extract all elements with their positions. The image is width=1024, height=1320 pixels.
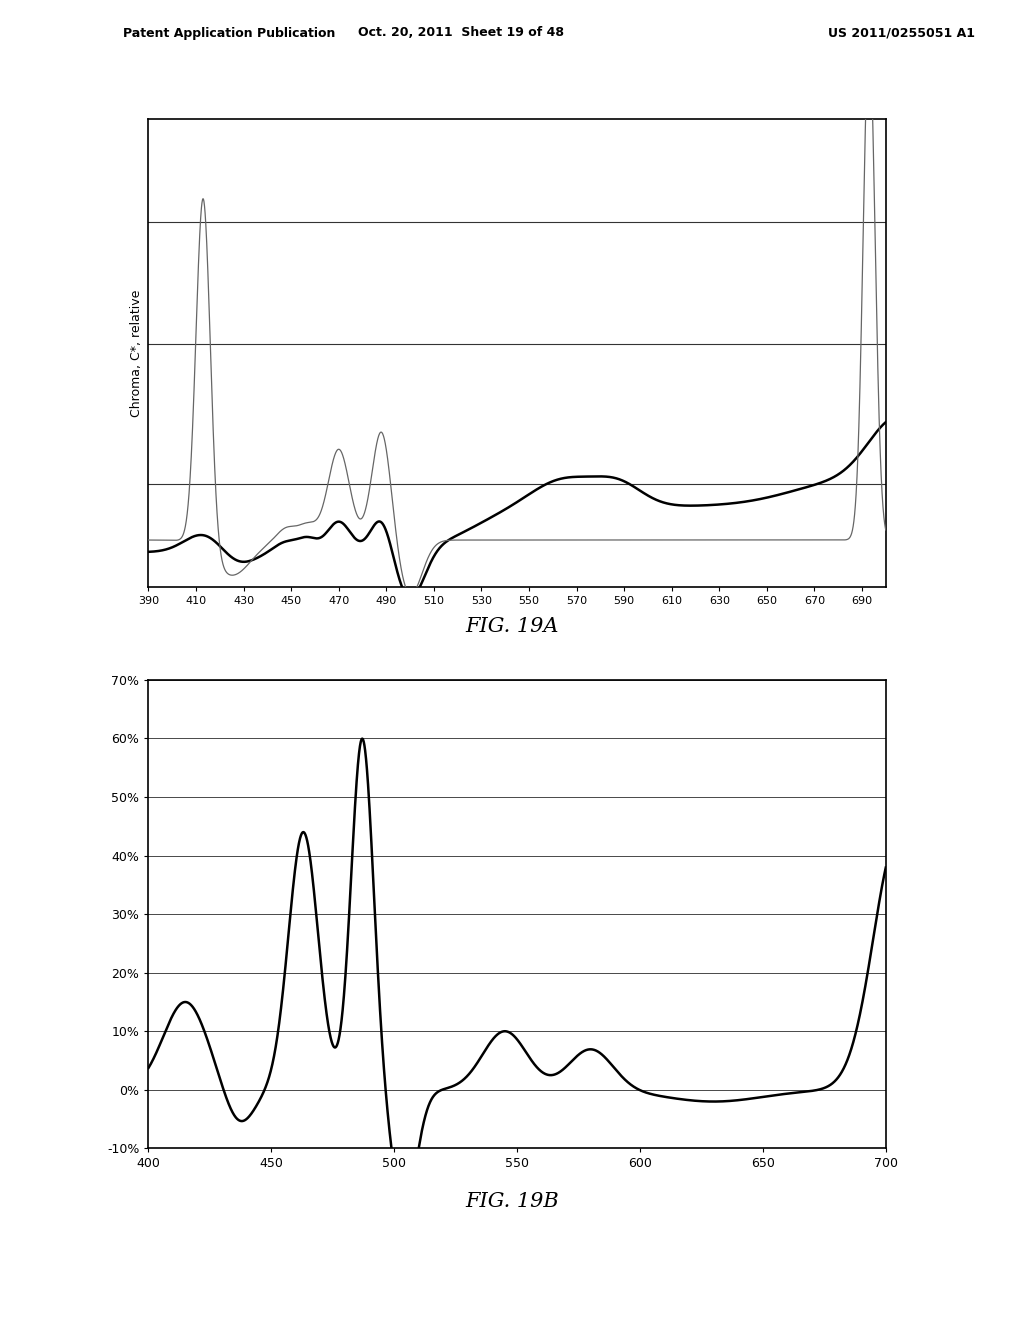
Y-axis label: Chroma, C*, relative: Chroma, C*, relative	[130, 289, 143, 417]
Text: Patent Application Publication: Patent Application Publication	[123, 26, 335, 40]
Text: Oct. 20, 2011  Sheet 19 of 48: Oct. 20, 2011 Sheet 19 of 48	[357, 26, 564, 40]
Text: FIG. 19B: FIG. 19B	[465, 1192, 559, 1210]
Text: US 2011/0255051 A1: US 2011/0255051 A1	[827, 26, 975, 40]
Text: FIG. 19A: FIG. 19A	[465, 618, 559, 636]
